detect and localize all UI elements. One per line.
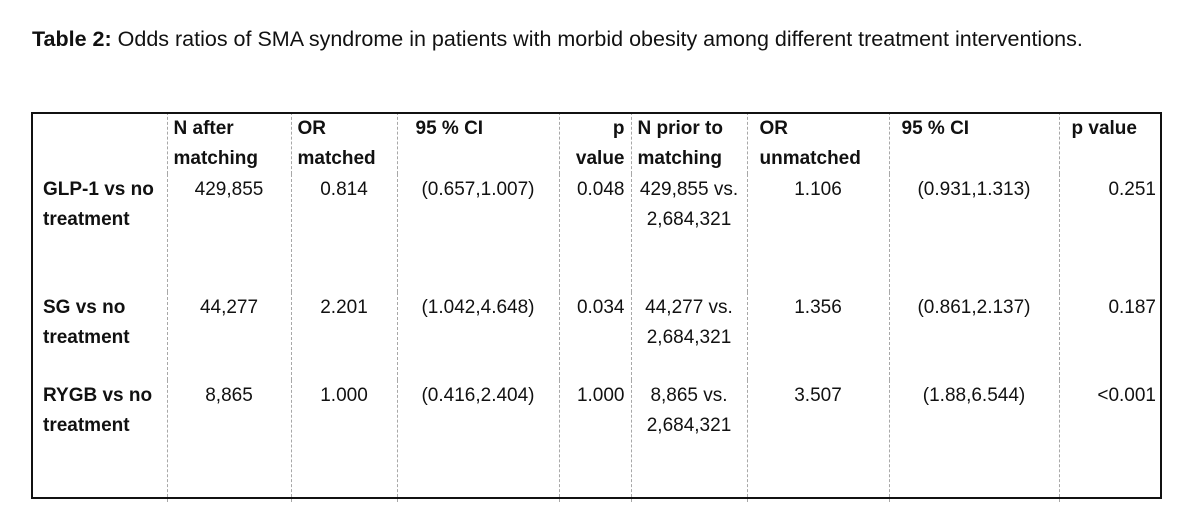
cell-n-after: 44,277: [166, 292, 291, 380]
cell-or-unmatched: 1.356: [746, 292, 889, 380]
header-row: N after matching OR matched 95 % CI p va…: [31, 112, 1162, 174]
odds-ratio-table: N after matching OR matched 95 % CI p va…: [31, 112, 1162, 502]
cell-p-unmatched: <0.001: [1058, 380, 1162, 502]
table-caption: Table 2: Odds ratios of SMA syndrome in …: [32, 22, 1142, 56]
header-n-after: N after matching: [166, 112, 291, 174]
table-row: GLP-1 vs no treatment 429,855 0.814 (0.6…: [31, 174, 1162, 292]
header-ci-matched: 95 % CI: [396, 112, 559, 174]
cell-p-matched: 0.048: [558, 174, 631, 292]
header-cell-empty: [31, 112, 167, 174]
cell-or-unmatched: 3.507: [746, 380, 889, 502]
cell-ci-matched: (0.416,2.404): [396, 380, 559, 502]
cell-ci-matched: (0.657,1.007): [396, 174, 559, 292]
cell-n-after: 429,855: [166, 174, 291, 292]
cell-p-unmatched: 0.251: [1058, 174, 1162, 292]
cell-ci-unmatched: (0.861,2.137): [888, 292, 1059, 380]
header-or-unmatched: OR unmatched: [746, 112, 889, 174]
cell-or-matched: 2.201: [290, 292, 397, 380]
table-row: SG vs no treatment 44,277 2.201 (1.042,4…: [31, 292, 1162, 380]
cell-n-after: 8,865: [166, 380, 291, 502]
cell-p-matched: 0.034: [558, 292, 631, 380]
row-label: SG vs no treatment: [43, 297, 130, 348]
cell-n-prior: 8,865 vs. 2,684,321: [630, 380, 747, 502]
table-row: RYGB vs no treatment 8,865 1.000 (0.416,…: [31, 380, 1162, 502]
cell-or-unmatched: 1.106: [746, 174, 889, 292]
cell-ci-matched: (1.042,4.648): [396, 292, 559, 380]
cell-p-matched: 1.000: [558, 380, 631, 502]
cell-ci-unmatched: (1.88,6.544): [888, 380, 1059, 502]
header-n-prior: N prior to matching: [630, 112, 747, 174]
row-label: GLP-1 vs no treatment: [43, 179, 154, 230]
cell-p-unmatched: 0.187: [1058, 292, 1162, 380]
caption-text: Odds ratios of SMA syndrome in patients …: [117, 27, 1083, 51]
cell-or-matched: 0.814: [290, 174, 397, 292]
cell-n-prior: 429,855 vs. 2,684,321: [630, 174, 747, 292]
cell-ci-unmatched: (0.931,1.313): [888, 174, 1059, 292]
header-p-unmatched: p value: [1058, 112, 1162, 174]
header-p-matched: p value: [558, 112, 631, 174]
row-label: RYGB vs no treatment: [43, 385, 153, 436]
cell-or-matched: 1.000: [290, 380, 397, 502]
cell-n-prior: 44,277 vs. 2,684,321: [630, 292, 747, 380]
header-ci-unmatched: 95 % CI: [888, 112, 1059, 174]
caption-label: Table 2:: [32, 27, 112, 51]
header-or-matched: OR matched: [290, 112, 397, 174]
